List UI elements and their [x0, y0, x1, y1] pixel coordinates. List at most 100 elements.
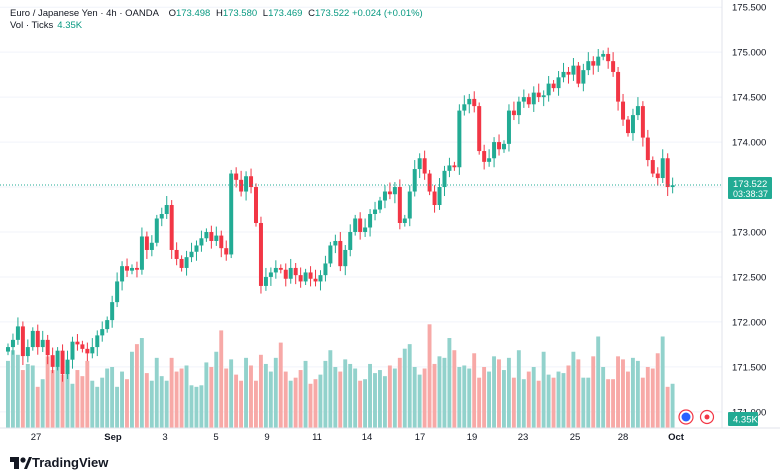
candle-body [268, 272, 273, 277]
volume-bar [581, 377, 586, 428]
candle-body [373, 209, 378, 214]
volume-bar [502, 370, 506, 428]
candle-body [194, 245, 199, 252]
volume-label[interactable]: Vol · Ticks [10, 20, 54, 31]
bar-countdown-label: 03:38:37 [733, 189, 768, 199]
volume-bar [318, 374, 323, 428]
volume-bar [204, 362, 209, 428]
candle-body [670, 185, 675, 188]
volume-bar [358, 380, 363, 428]
candle-body [358, 218, 363, 232]
candle-body [323, 263, 328, 276]
volume-bar [348, 363, 353, 428]
volume-bar [442, 357, 447, 428]
volume-bar [492, 356, 496, 428]
candle-body [263, 276, 268, 286]
low-key: L [262, 8, 269, 19]
volume-bar [20, 370, 25, 428]
candle-body [144, 236, 149, 250]
candle-body [343, 249, 348, 267]
volume-bar [363, 379, 368, 428]
volume-bar [382, 376, 387, 428]
volume-bar [40, 379, 45, 428]
volume-bar [635, 360, 640, 428]
event-dot-icon [704, 414, 710, 420]
price-tick-label: 173.000 [732, 227, 766, 238]
candle-body [75, 341, 80, 345]
candle-body [447, 165, 452, 171]
candle-body [30, 330, 35, 348]
volume-bar [95, 386, 100, 428]
volume-bar [90, 380, 95, 428]
event-flag-icon [681, 412, 691, 422]
volume-bar [556, 371, 561, 428]
candle-body [561, 71, 566, 78]
volume-bar [303, 360, 308, 428]
volume-bar [184, 365, 189, 428]
last-price-badge[interactable] [728, 177, 772, 200]
candle-body [164, 205, 169, 214]
volume-bar [526, 371, 531, 428]
volume-bar [120, 371, 124, 428]
time-tick-label: 17 [415, 432, 426, 443]
volume-bar [333, 367, 338, 428]
volume-bar [378, 370, 382, 428]
volume-bar [313, 379, 318, 428]
volume-bar [506, 357, 511, 428]
volume-bar [407, 344, 412, 428]
candle-body [422, 158, 427, 174]
volume-bar [601, 367, 606, 428]
candle-body [120, 266, 125, 282]
volume-bar [298, 370, 303, 428]
candle-body [382, 191, 387, 201]
volume-bar [194, 386, 199, 428]
volume-bar [45, 356, 50, 428]
candle-body [70, 341, 75, 360]
candle-body [229, 173, 234, 255]
volume-bar [328, 350, 333, 428]
tradingview-logo[interactable]: TradingView [10, 455, 108, 470]
candle-body [482, 151, 487, 162]
volume-bar [130, 351, 134, 428]
candle-body [189, 251, 194, 258]
candle-body [660, 158, 665, 179]
volume-bar [125, 379, 129, 428]
volume-bar [35, 386, 40, 428]
candle-body [472, 98, 477, 107]
volume-badge[interactable] [728, 412, 758, 426]
candle-body [333, 240, 338, 246]
volume-bar [273, 357, 278, 428]
volume-bar [199, 385, 204, 428]
candle-body [214, 235, 219, 241]
candle-body [521, 97, 526, 102]
volume-bar [65, 362, 70, 428]
volume-bar [293, 377, 298, 428]
volume-bar [511, 377, 516, 428]
volume-legend: Vol · Ticks 4.35K [10, 20, 82, 31]
candle-body [90, 347, 95, 354]
candle-body [650, 160, 655, 174]
volume-bar [174, 371, 179, 428]
candle-body [50, 355, 55, 367]
volume-bar [278, 342, 283, 428]
volume-bar [655, 353, 660, 428]
symbol-title[interactable]: Euro / Japanese Yen · 4h · OANDA [10, 8, 159, 19]
volume-bar [115, 386, 120, 428]
volume-bar [422, 368, 427, 428]
volume-bar [15, 354, 20, 428]
volume-bar [263, 363, 268, 428]
candle-body [258, 222, 263, 286]
close-key: C [308, 8, 315, 19]
volume-bar [25, 363, 30, 428]
candle-body [273, 267, 278, 273]
candle-body [378, 200, 382, 210]
candle-body [581, 70, 586, 84]
candle-body [55, 350, 60, 367]
volume-bar [100, 377, 105, 428]
time-tick-label: Sep [104, 432, 122, 443]
volume-bar [621, 359, 625, 428]
volume-bar [55, 365, 60, 428]
candle-body [596, 56, 601, 66]
candle-body [640, 106, 645, 138]
